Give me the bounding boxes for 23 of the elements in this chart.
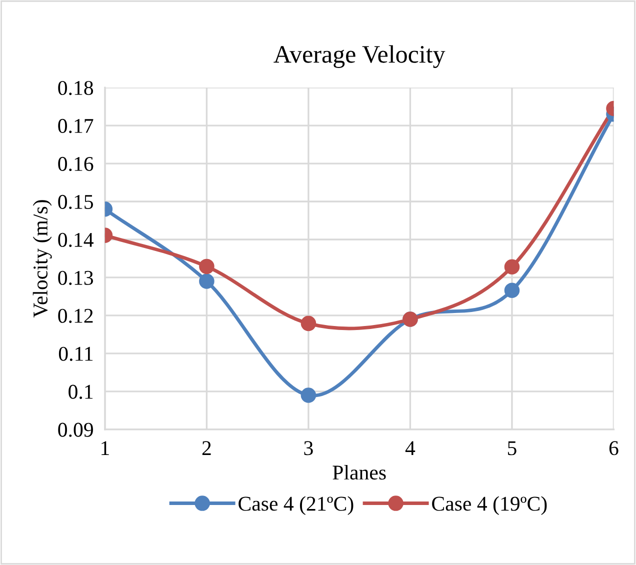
point xyxy=(300,316,316,332)
y-tick-label: 0.17 xyxy=(58,118,94,134)
y-tick-label: 0.13 xyxy=(58,270,94,285)
x-tick-label: 2 xyxy=(202,441,211,455)
y-tick-label: 0.18 xyxy=(58,80,94,96)
point xyxy=(300,388,316,403)
y-tick-label: 0.14 xyxy=(58,232,94,248)
y-tick-label: 0.12 xyxy=(58,308,93,323)
x-tick-label: 5 xyxy=(508,441,516,456)
x-tick-label: 1 xyxy=(102,441,109,455)
y-tick-label: 0.09 xyxy=(58,422,93,437)
legend-label: Case 4 (21ºC) xyxy=(238,496,354,516)
y-tick-label: 0.15 xyxy=(58,194,94,210)
x-tick-label: 6 xyxy=(609,441,618,456)
chart-title: Average Velocity xyxy=(274,45,446,68)
legend-label: Case 4 (19ºC) xyxy=(432,496,547,516)
x-tick-label: 3 xyxy=(304,441,313,456)
y-tick-label: 0.1 xyxy=(68,384,93,399)
y-tick-label: 0.16 xyxy=(58,156,94,172)
y-tick-label: 0.11 xyxy=(58,346,93,361)
x-tick-label: 4 xyxy=(405,441,416,455)
y-axis-title: Velocity (m/s) xyxy=(32,200,52,318)
x-axis-title: Planes xyxy=(332,464,386,480)
